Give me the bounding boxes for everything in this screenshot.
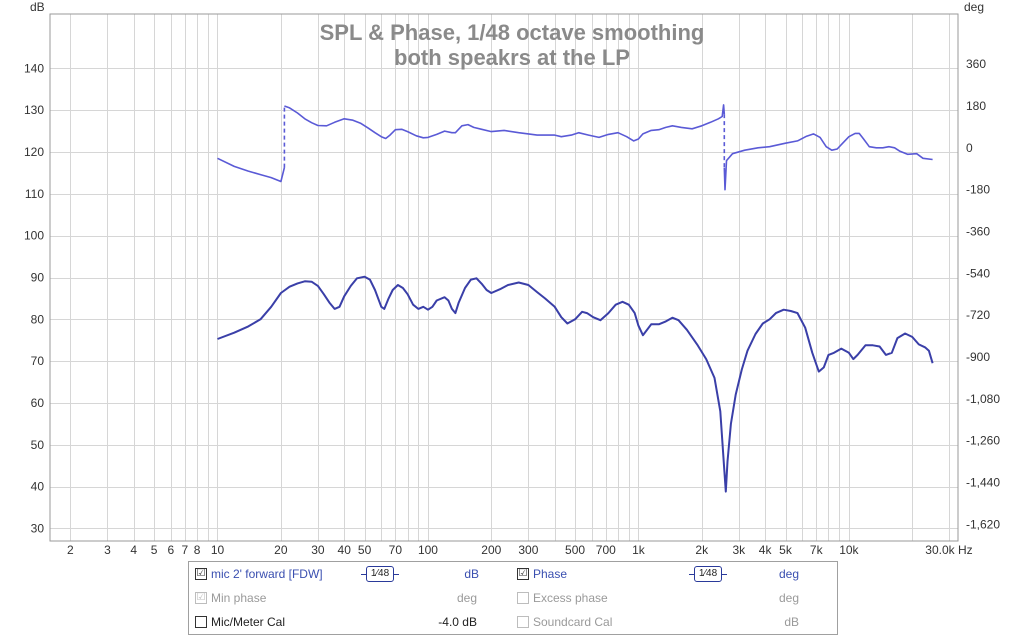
plot-background: [0, 0, 1024, 560]
y-left-tick-label: 100: [24, 229, 44, 243]
y-right-tick-label: -540: [966, 266, 990, 280]
min-phase-label: Min phase: [211, 591, 267, 605]
y-right-tick-label: -1,620: [966, 517, 1000, 531]
x-tick-label: 10k: [839, 543, 859, 557]
soundcard-cal-label: Soundcard Cal: [533, 615, 613, 629]
y-left-axis-unit: dB: [30, 0, 45, 14]
spl-checkbox[interactable]: ☑: [195, 568, 207, 580]
y-right-tick-label: -900: [966, 350, 990, 364]
spl-phase-chart: 2 3 4 5 6 7 8 10 20 30 40 50 70 100 200 300 500 700 1k 2k 3k…: [0, 0, 1024, 560]
x-tick-label: 3: [104, 543, 111, 557]
x-tick-label: 100: [418, 543, 438, 557]
min-phase-checkbox[interactable]: ☑: [195, 592, 207, 604]
excess-phase-label: Excess phase: [533, 591, 608, 605]
y-left-tick-label: 80: [31, 312, 45, 326]
mic-cal-value: -4.0 dB: [438, 615, 477, 629]
y-right-tick-label: -180: [966, 183, 990, 197]
y-right-tick-label: 180: [966, 99, 986, 113]
x-tick-label: 40: [338, 543, 352, 557]
y-left-tick-label: 120: [24, 145, 44, 159]
legend-panel: ☑ mic 2' forward [FDW] 1⁄48 dB ☑ Phase 1…: [188, 561, 838, 635]
y-right-tick-label: -360: [966, 224, 990, 238]
x-tick-label: 7: [182, 543, 189, 557]
y-left-tick-label: 30: [31, 521, 45, 535]
y-left-tick-label: 130: [24, 103, 44, 117]
y-right-tick-label: -1,440: [966, 475, 1000, 489]
spl-series-label: mic 2' forward [FDW]: [211, 567, 323, 581]
x-tick-label: 5: [151, 543, 158, 557]
x-tick-label: 50: [358, 543, 372, 557]
x-tick-label: 7k: [810, 543, 824, 557]
x-tick-label: 2k: [695, 543, 709, 557]
spl-unit: dB: [464, 567, 479, 581]
series-lines: [217, 104, 934, 493]
x-tick-label: 30: [311, 543, 325, 557]
x-tick-label: 4: [130, 543, 137, 557]
y-left-tick-label: 60: [31, 396, 45, 410]
min-phase-unit: deg: [456, 591, 477, 605]
mic-cal-label: Mic/Meter Cal: [211, 615, 286, 629]
phase-smoothing-button[interactable]: 1⁄48: [689, 566, 727, 582]
x-tick-label: 1k: [632, 543, 646, 557]
legend-row-cal: Mic/Meter Cal -4.0 dB Soundcard Cal dB: [189, 612, 837, 632]
soundcard-cal-checkbox[interactable]: [517, 616, 529, 628]
x-tick-label: 500: [565, 543, 585, 557]
x-tick-label: 10: [211, 543, 225, 557]
excess-phase-unit: deg: [778, 591, 799, 605]
legend-row-spl: ☑ mic 2' forward [FDW] 1⁄48 dB ☑ Phase 1…: [189, 564, 837, 584]
y-left-tick-label: 40: [31, 480, 45, 494]
phase-checkbox[interactable]: ☑: [517, 568, 529, 580]
x-tick-label: 300: [518, 543, 538, 557]
phase-unit: deg: [778, 567, 799, 581]
y-left-tick-labels: 30 40 50 60 70 80 90 100 110 120 130 140: [24, 61, 44, 535]
y-left-tick-label: 110: [25, 187, 44, 201]
mic-cal-checkbox[interactable]: [195, 616, 207, 628]
y-right-tick-labels: -1,620 -1,440 -1,260 -1,080 -900 -720 -540 -360…: [966, 57, 1000, 531]
plot-border: [49, 13, 959, 542]
chart-subtitle: both speakrs at the LP: [394, 45, 630, 70]
spl-smoothing-button[interactable]: 1⁄48: [361, 566, 399, 582]
chart-title: SPL & Phase, 1/48 octave smoothing: [320, 20, 705, 45]
x-tick-label: 20: [274, 543, 288, 557]
x-tick-label: 70: [389, 543, 403, 557]
y-left-tick-label: 70: [31, 354, 45, 368]
x-tick-label: 6: [167, 543, 174, 557]
x-tick-label: 200: [481, 543, 501, 557]
x-tick-label: 700: [596, 543, 616, 557]
legend-row-minphase: ☑ Min phase deg Excess phase deg: [189, 588, 837, 608]
y-left-tick-label: 140: [24, 61, 44, 75]
phase-series-label: Phase: [533, 567, 568, 581]
y-right-axis-unit: deg: [964, 0, 984, 14]
x-tick-label: 8: [194, 543, 201, 557]
y-right-tick-label: -1,260: [966, 434, 1000, 448]
y-right-tick-label: 0: [966, 141, 973, 155]
y-right-tick-label: -720: [966, 308, 990, 322]
excess-phase-checkbox[interactable]: [517, 592, 529, 604]
x-tick-label: 2: [67, 543, 74, 557]
soundcard-cal-unit: dB: [784, 615, 799, 629]
x-tick-label: 5k: [779, 543, 793, 557]
x-tick-label: 3k: [732, 543, 746, 557]
y-right-tick-label: 360: [966, 57, 986, 71]
y-left-tick-label: 50: [31, 438, 45, 452]
y-right-tick-label: -1,080: [966, 392, 1000, 406]
y-left-tick-label: 90: [31, 271, 45, 285]
x-tick-label: 4k: [759, 543, 773, 557]
phase-series-line: [217, 104, 933, 191]
spl-series-line: [217, 275, 934, 493]
x-tick-labels: 2 3 4 5 6 7 8 10 20 30 40 50 70 100 200 300 500 700 1k 2k 3k…: [67, 543, 973, 557]
x-tick-label: 30.0k Hz: [925, 543, 972, 557]
